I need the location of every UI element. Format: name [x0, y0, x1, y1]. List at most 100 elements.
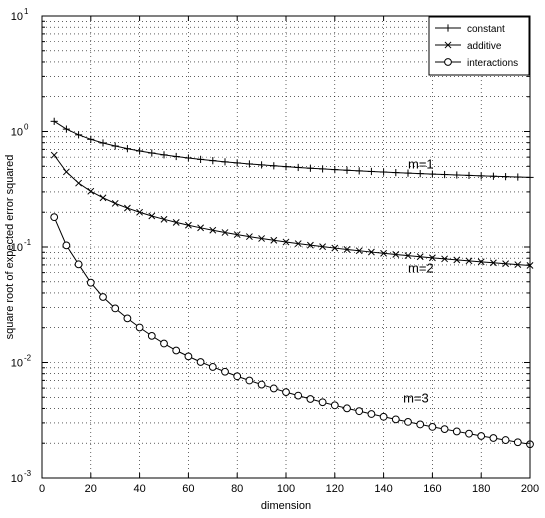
x-marker	[331, 244, 339, 252]
plus-marker	[502, 173, 510, 181]
x-marker	[282, 238, 290, 246]
plus-marker	[428, 170, 436, 178]
y-tick-exponent: -2	[24, 354, 32, 363]
plus-marker	[453, 171, 461, 179]
legend-label: constant	[467, 24, 505, 35]
circle-marker	[343, 404, 351, 413]
circle-marker	[184, 352, 193, 361]
circle-marker	[172, 346, 181, 355]
circle-marker	[416, 420, 425, 429]
series-line-constant	[53, 120, 531, 178]
x-marker	[160, 215, 168, 223]
circle-marker	[208, 363, 217, 371]
x-marker	[355, 247, 363, 255]
plus-marker	[489, 172, 497, 180]
legend-entry-constant: constant	[435, 24, 505, 35]
circle-marker	[245, 376, 254, 385]
circle-marker	[404, 417, 412, 426]
grid	[42, 16, 530, 478]
x-marker	[514, 261, 522, 269]
circle-marker	[318, 398, 327, 407]
x-marker	[270, 236, 278, 244]
x-tick-label: 100	[277, 483, 295, 495]
x-tick-label: 80	[231, 483, 243, 495]
x-tick-label: 200	[521, 483, 539, 495]
plus-marker	[148, 149, 156, 157]
plus-marker	[184, 154, 192, 162]
series-line-additive	[53, 154, 531, 266]
x-tick-label: 60	[182, 483, 194, 495]
x-marker	[209, 226, 217, 234]
plus-marker	[380, 168, 388, 176]
plus-marker	[282, 163, 290, 171]
x-marker	[148, 212, 156, 220]
circle-marker	[111, 304, 120, 313]
x-marker	[172, 218, 180, 226]
y-tick-label: 10 1	[11, 7, 29, 23]
x-marker	[465, 257, 473, 265]
circle-marker	[257, 380, 266, 389]
plus-marker	[444, 24, 452, 32]
annotation-label: m=3	[403, 391, 429, 406]
y-tick-label: 10 0	[11, 123, 29, 139]
plus-marker	[514, 173, 522, 181]
circle-marker	[355, 407, 364, 416]
x-marker	[111, 199, 119, 207]
x-marker	[404, 252, 412, 260]
y-tick-exponent: 0	[24, 123, 29, 132]
x-marker	[75, 179, 83, 187]
y-tick-exponent: -3	[24, 469, 32, 478]
x-marker	[258, 235, 266, 242]
series-layer	[50, 117, 534, 449]
x-tick-label: 180	[472, 483, 490, 495]
x-marker	[233, 231, 241, 239]
plus-marker	[99, 139, 107, 147]
circle-marker	[282, 388, 290, 397]
x-marker	[428, 254, 436, 262]
legend-entry-additive: additive	[435, 41, 502, 52]
x-marker	[294, 240, 302, 248]
series-constant	[50, 117, 534, 181]
circle-marker	[135, 323, 144, 332]
plus-marker	[416, 170, 424, 178]
plus-marker	[172, 152, 180, 161]
plus-marker	[367, 167, 375, 176]
x-marker	[62, 168, 70, 176]
series-interactions	[50, 213, 534, 449]
plus-marker	[441, 170, 449, 179]
circle-marker	[50, 213, 59, 222]
x-marker	[99, 194, 107, 202]
circle-marker	[477, 432, 486, 440]
plus-marker	[136, 147, 144, 155]
x-marker	[184, 221, 192, 229]
x-marker	[444, 41, 452, 49]
plus-marker	[111, 142, 119, 150]
plus-marker	[233, 159, 241, 167]
x-marker	[489, 259, 497, 267]
circle-marker	[367, 410, 376, 418]
x-marker	[136, 208, 144, 216]
circle-marker	[513, 438, 522, 447]
x-marker	[453, 256, 461, 264]
circle-marker	[391, 415, 400, 424]
plus-marker	[87, 135, 95, 143]
x-tick-label: 140	[374, 483, 392, 495]
plus-marker	[123, 145, 131, 153]
circle-marker	[489, 434, 498, 442]
plus-marker	[245, 160, 253, 168]
plus-marker	[209, 157, 217, 165]
y-tick-base: 10	[11, 127, 23, 139]
x-tick-label: 0	[39, 483, 45, 495]
x-marker	[441, 255, 449, 263]
circle-marker	[86, 278, 95, 287]
plus-marker	[258, 161, 266, 169]
x-tick-label: 20	[85, 483, 97, 495]
y-tick-exponent: 1	[24, 7, 29, 16]
x-axis-label: dimension	[261, 500, 311, 512]
circle-marker	[62, 241, 71, 250]
circle-marker	[306, 395, 315, 403]
x-marker	[477, 258, 485, 266]
x-marker	[221, 229, 229, 236]
